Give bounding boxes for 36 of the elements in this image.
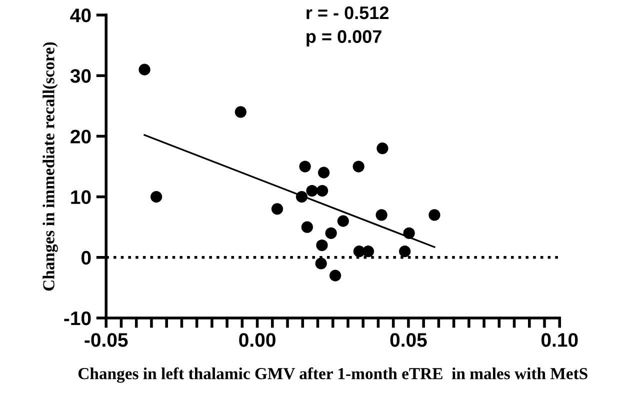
y-tick-label: 30 (70, 69, 91, 83)
point (316, 239, 328, 252)
point (325, 227, 337, 239)
point (296, 191, 308, 203)
point (306, 184, 318, 197)
y-tick-label: 0 (81, 250, 91, 265)
point (376, 142, 388, 154)
point (299, 160, 311, 172)
point (138, 64, 150, 76)
point (150, 191, 162, 203)
y-tick-label: -10 (64, 311, 91, 326)
point (376, 209, 388, 221)
x-tick-label: 0.10 (541, 333, 578, 347)
y-tick-label: 20 (70, 130, 91, 144)
annotation: p = 0.007 (306, 30, 382, 47)
y-tick-label: 10 (71, 190, 91, 204)
y-tick-label: 40 (70, 8, 91, 22)
point (315, 258, 327, 270)
x-axis-title: Changes in left thalamic GMV after 1-month eTRE in males with MetS (78, 367, 588, 383)
point (428, 209, 440, 221)
point (362, 246, 374, 258)
point (234, 106, 246, 118)
point (337, 215, 349, 227)
x-tick-label: 0.05 (390, 333, 427, 347)
x-tick-label: -0.05 (84, 333, 128, 347)
point (329, 270, 342, 282)
point (399, 246, 411, 258)
point (403, 227, 415, 239)
annotation: r = - 0.512 (306, 6, 389, 20)
point (271, 203, 284, 215)
point (301, 221, 313, 233)
point (316, 184, 328, 197)
x-tick-label: 0.00 (239, 333, 276, 347)
y-axis-title: Changes in immediate recall(score) (42, 42, 58, 291)
point (352, 160, 364, 172)
point (318, 166, 330, 178)
